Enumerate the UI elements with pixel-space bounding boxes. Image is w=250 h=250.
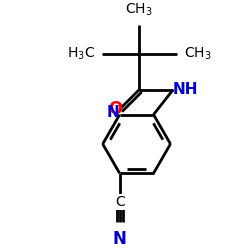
Text: CH$_3$: CH$_3$	[126, 2, 153, 18]
Text: N: N	[113, 230, 126, 248]
Text: CH$_3$: CH$_3$	[184, 46, 212, 62]
Text: NH: NH	[173, 82, 199, 97]
Text: N: N	[106, 105, 119, 120]
Text: H$_3$C: H$_3$C	[66, 46, 95, 62]
Text: O: O	[108, 100, 122, 118]
Text: C: C	[116, 195, 126, 209]
